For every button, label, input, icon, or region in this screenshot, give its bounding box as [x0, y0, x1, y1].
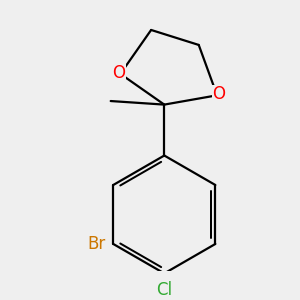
Text: O: O — [112, 64, 125, 82]
Text: Cl: Cl — [156, 280, 172, 298]
Text: Br: Br — [88, 235, 106, 253]
Text: O: O — [212, 85, 225, 103]
